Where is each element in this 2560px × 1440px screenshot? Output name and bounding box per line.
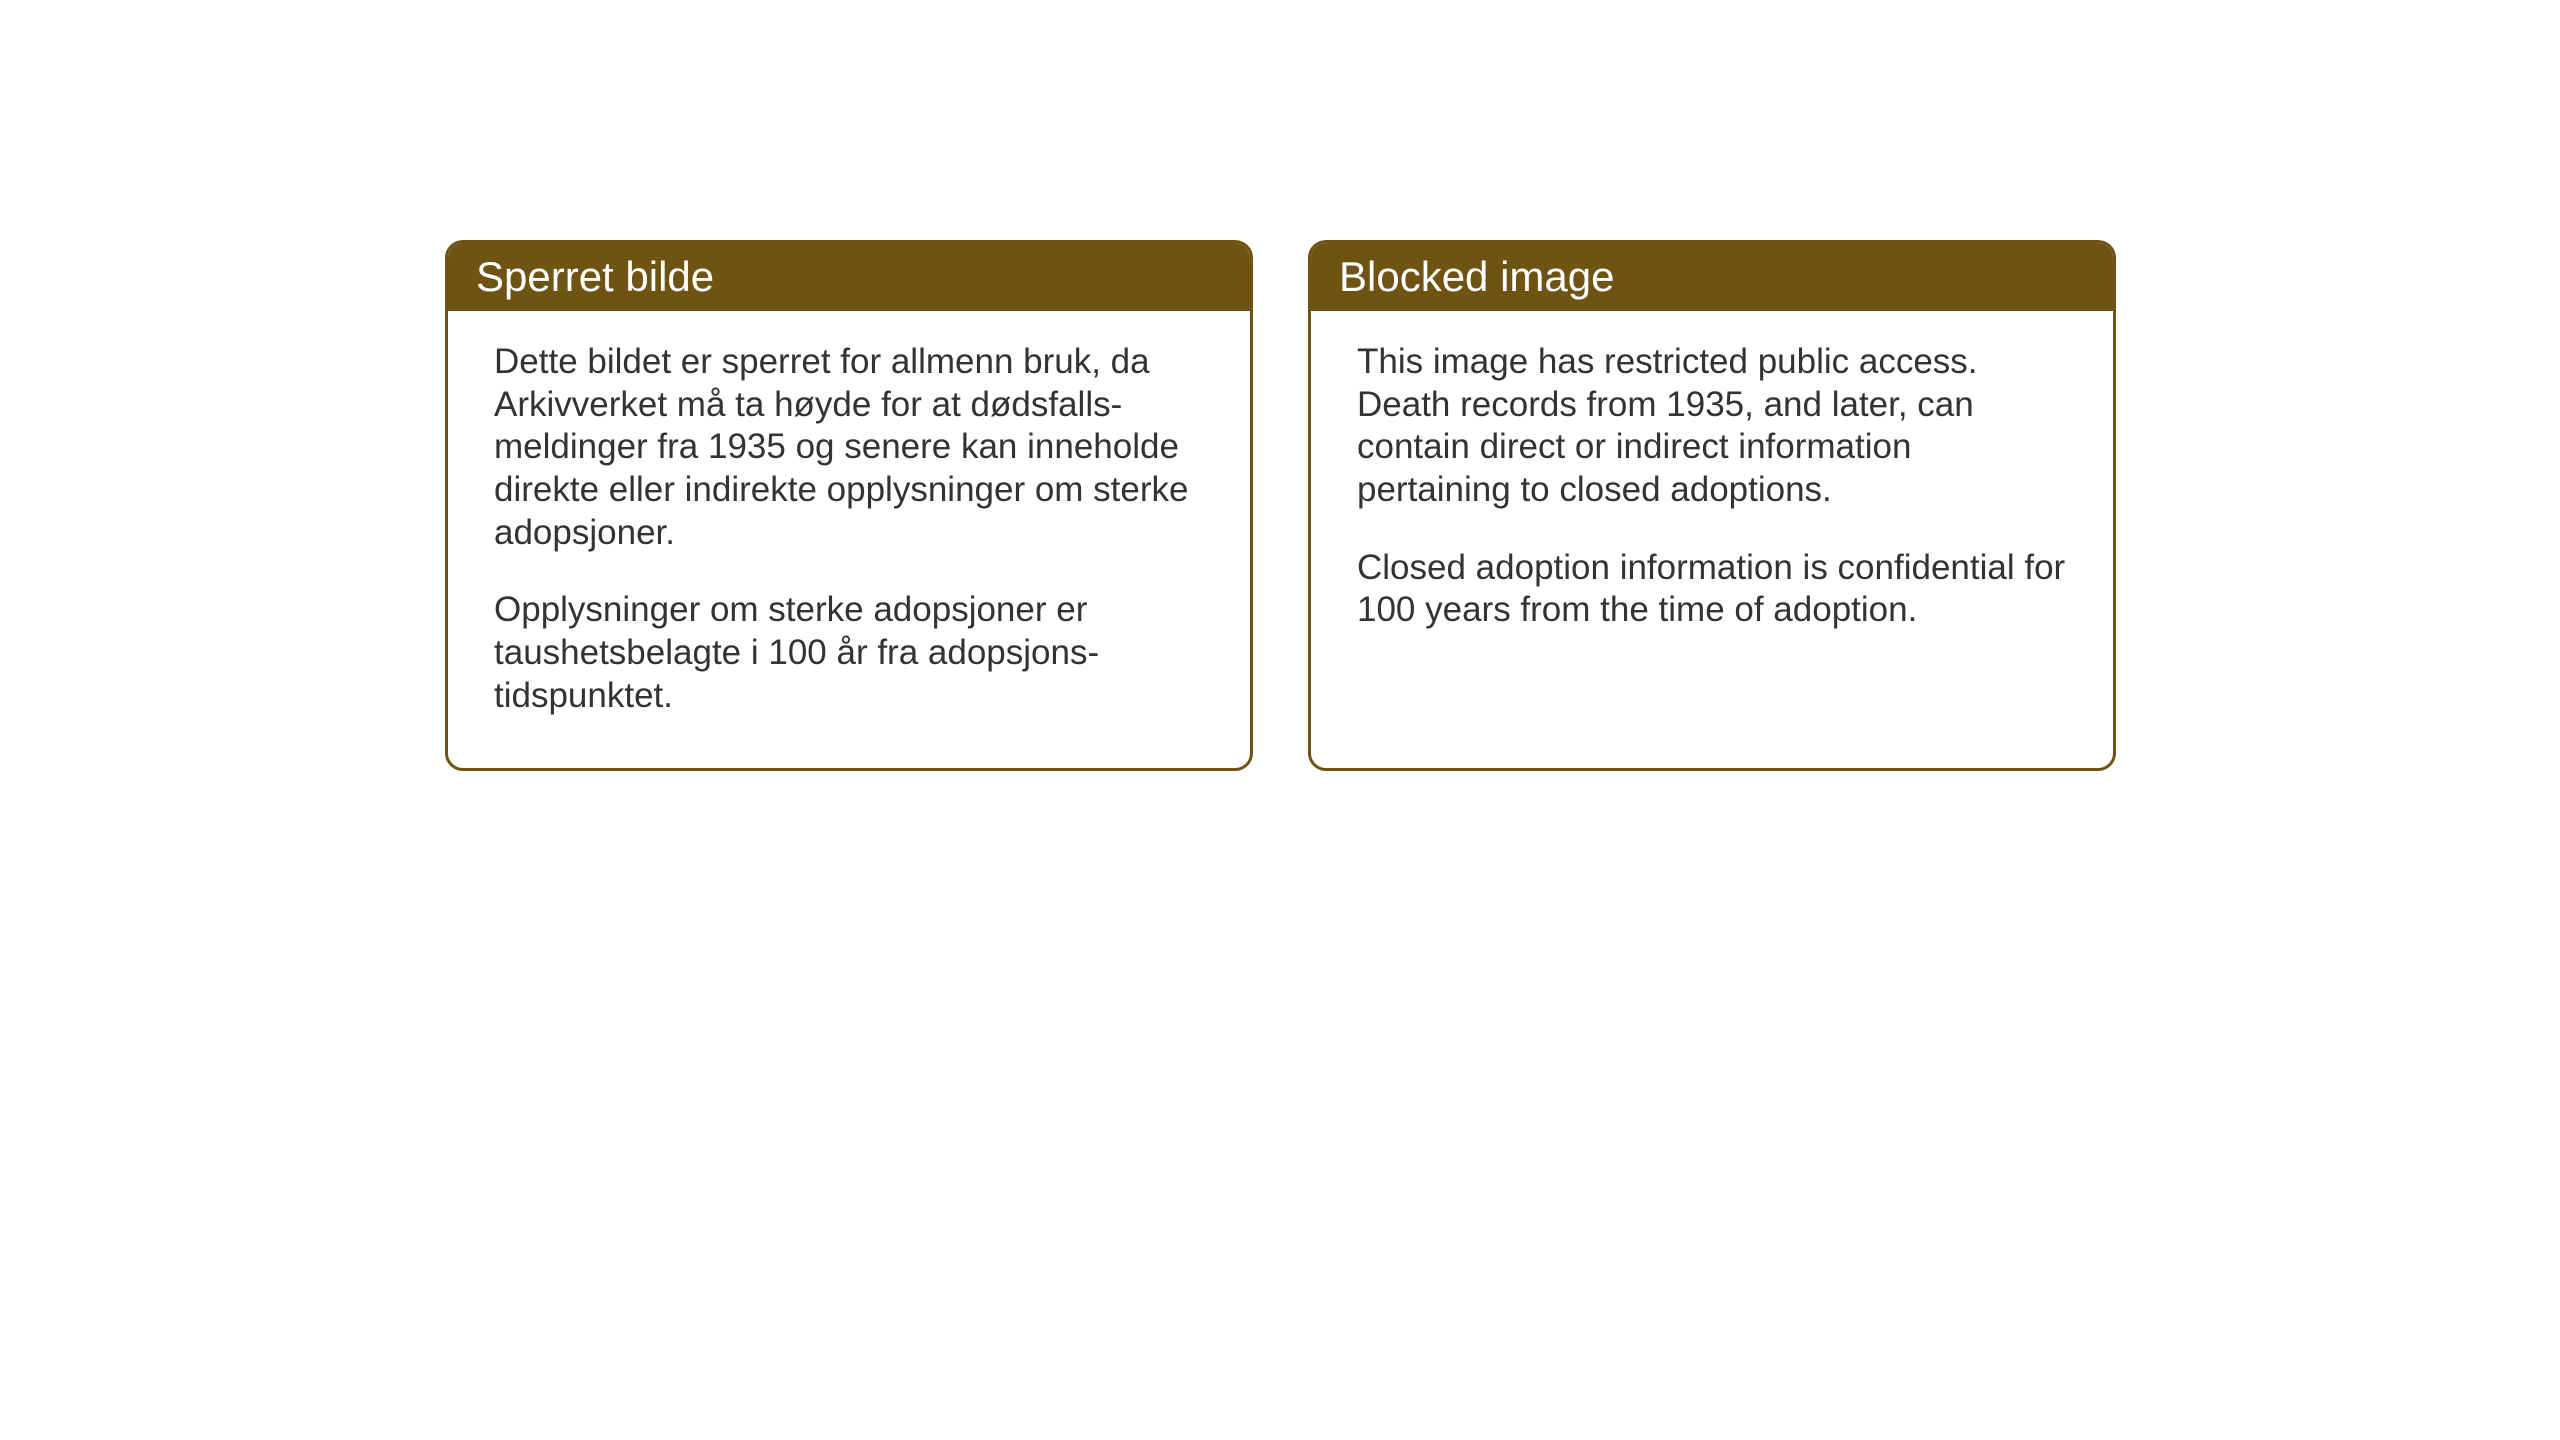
norwegian-card-title: Sperret bilde [448, 243, 1250, 311]
norwegian-paragraph-2: Opplysninger om sterke adopsjoner er tau… [494, 589, 1204, 717]
norwegian-notice-card: Sperret bilde Dette bildet er sperret fo… [445, 240, 1253, 771]
english-notice-card: Blocked image This image has restricted … [1308, 240, 2116, 771]
notice-container: Sperret bilde Dette bildet er sperret fo… [445, 240, 2116, 771]
norwegian-paragraph-1: Dette bildet er sperret for allmenn bruk… [494, 341, 1204, 554]
english-paragraph-1: This image has restricted public access.… [1357, 341, 2067, 512]
english-card-title: Blocked image [1311, 243, 2113, 311]
english-card-body: This image has restricted public access.… [1311, 311, 2113, 682]
english-paragraph-2: Closed adoption information is confident… [1357, 547, 2067, 632]
norwegian-card-body: Dette bildet er sperret for allmenn bruk… [448, 311, 1250, 768]
